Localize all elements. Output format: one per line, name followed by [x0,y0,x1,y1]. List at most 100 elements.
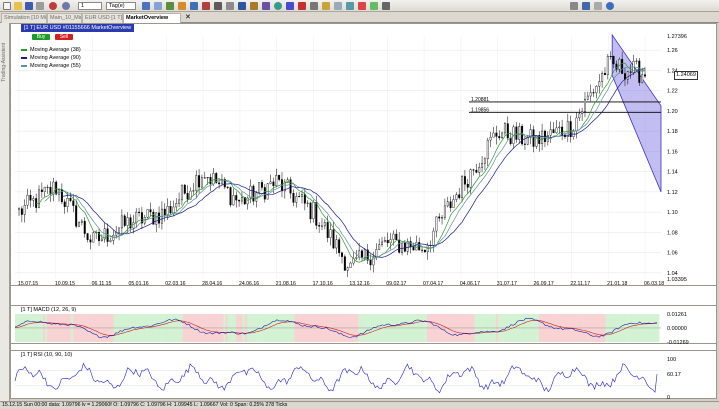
candle [180,184,183,201]
maximize-icon[interactable] [594,2,602,10]
candle [89,239,92,243]
candle [86,233,89,240]
lock-icon[interactable] [322,2,330,10]
window-icon[interactable] [582,2,590,10]
alarm-icon[interactable] [358,2,366,10]
candle [60,189,63,203]
candle [240,197,243,202]
candle [375,249,378,258]
indicator-icon[interactable] [178,2,186,10]
level-label: 1.20881 [471,97,489,103]
candle [49,186,52,195]
timeframe-input[interactable]: 1 [78,2,102,10]
rect-tool-icon[interactable] [262,2,270,10]
rsi-chart[interactable]: 100 60.17 0 [11,351,718,400]
tab-market-overview[interactable]: MarketOverview [123,13,181,23]
legend-ma-55: Moving Average (55) [21,63,81,70]
candle [401,242,404,253]
legend-ma-90: Moving Average (90) [21,55,81,62]
candle [626,71,629,80]
candle [443,205,446,218]
help-icon[interactable] [606,2,614,10]
candle [166,206,169,215]
y-tick-label: 1.26 [667,48,678,54]
price-chart[interactable]: 1.27396 1.26 1.24 1.22 1.20 1.18 1.16 1.14 1.12 1… [11,24,718,287]
x-tick-label: 10.09.15 [55,281,75,287]
candle [135,211,138,223]
close-tab-icon[interactable]: ✕ [185,14,191,21]
ellipse-tool-icon[interactable] [274,2,282,10]
candle [275,175,278,187]
camera-icon[interactable] [382,2,390,10]
tab-eur-usd[interactable]: EUR USD [1 T] [82,13,123,23]
candle [260,182,263,188]
text-tool-icon[interactable] [226,2,234,10]
candle [69,198,72,201]
candle [606,56,609,75]
candle [332,229,335,249]
rsi-line [14,362,658,394]
candle [592,92,595,94]
candle [269,181,272,184]
buy-button[interactable]: Buy [32,34,50,40]
candle [298,196,301,198]
channel-tool-icon[interactable] [286,2,294,10]
bar-chart-icon[interactable] [190,2,198,10]
candle [403,242,406,252]
cursor-icon[interactable] [62,2,70,10]
candle [306,202,309,204]
macd-chart[interactable]: 0.01261 0.00000 -0.01269 [11,306,718,345]
candle [489,136,492,141]
macd-pane[interactable]: 0.01261 0.00000 -0.01269 [1 T] MACD (12, 2… [10,305,718,345]
fib-tool-icon[interactable] [250,2,258,10]
sell-button[interactable]: Sell [55,34,73,40]
candle [212,173,215,185]
template-icon[interactable] [370,2,378,10]
candle [321,225,323,227]
candle [292,193,295,203]
open-icon[interactable] [14,2,22,10]
line-tool-icon[interactable] [154,2,162,10]
pane-splitter[interactable] [10,344,717,350]
line-chart-icon[interactable] [214,2,222,10]
candle [478,167,481,173]
time-axis-area [10,286,717,305]
print-icon[interactable] [36,2,44,10]
magnet-icon[interactable] [310,2,318,10]
macd-signal-line [14,319,658,336]
candle [612,56,615,65]
side-panel-toggle[interactable]: Trading-Assistent [0,23,10,401]
candle [578,113,581,119]
chart-type-icon[interactable] [49,2,57,10]
candle [175,203,178,208]
tab-simulation[interactable]: Simulation [10 Min] [1,13,47,23]
current-price-tag: 1.24069 [674,71,698,80]
candle [18,208,20,210]
tab-main-10-min[interactable]: Main_10_Min [47,13,82,23]
zoom-icon[interactable] [166,2,174,10]
sync-icon[interactable] [346,2,354,10]
candle [323,222,326,227]
rsi-pane[interactable]: 100 60.17 0 [1 T] RSI (10, 90, 10) [10,350,718,400]
candle [458,194,461,198]
candle-chart-icon[interactable] [202,2,210,10]
arrow-tool-icon[interactable] [238,2,246,10]
settings-icon[interactable] [570,2,578,10]
candle [509,137,512,144]
candle [220,179,223,185]
candle [535,135,538,147]
candle [506,123,509,139]
crosshair-icon[interactable] [142,2,150,10]
candle [66,198,69,207]
new-icon[interactable] [3,2,11,10]
save-icon[interactable] [25,2,33,10]
candle [629,71,632,73]
delete-tool-icon[interactable] [298,2,306,10]
x-tick-label: 05.01.16 [128,281,148,287]
candle [615,63,618,70]
price-chart-pane[interactable]: 1.27396 1.26 1.24 1.22 1.20 1.18 1.16 1.14 1.12 1… [10,23,718,287]
period-select[interactable]: Tag(e) [106,2,136,10]
candle [63,201,66,207]
candle [461,176,464,198]
grid-icon[interactable] [334,2,342,10]
